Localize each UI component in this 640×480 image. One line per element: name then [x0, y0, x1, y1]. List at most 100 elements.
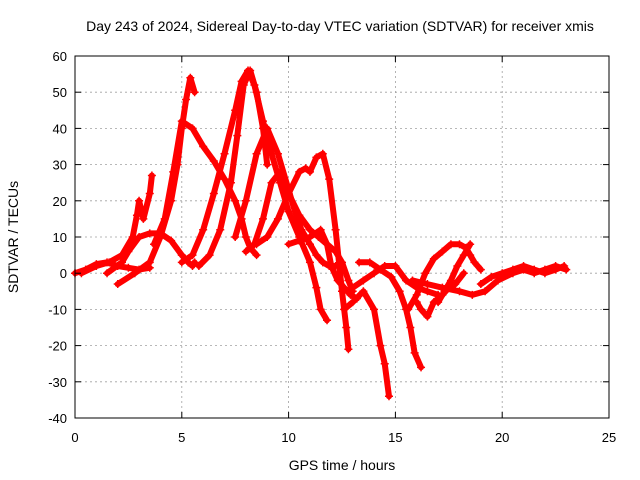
series-sat-track-6 — [177, 66, 332, 325]
data-point — [305, 258, 314, 267]
data-point — [92, 261, 101, 270]
data-point — [246, 66, 255, 75]
data-point — [417, 305, 426, 314]
data-point — [325, 175, 334, 184]
data-point — [145, 258, 154, 267]
data-point — [412, 290, 421, 299]
data-point — [312, 153, 321, 162]
data-point — [220, 149, 229, 158]
data-point — [231, 196, 240, 205]
data-point — [476, 280, 485, 289]
data-point — [276, 167, 285, 176]
data-point — [391, 261, 400, 270]
data-point — [453, 261, 462, 270]
data-point — [124, 247, 133, 256]
data-point — [190, 88, 199, 97]
data-point — [305, 167, 314, 176]
x-axis-label: GPS time / hours — [289, 457, 396, 473]
y-tick-label: -40 — [48, 411, 67, 426]
data-point — [135, 196, 144, 205]
y-tick-label: 20 — [53, 194, 67, 209]
data-point — [169, 167, 178, 176]
data-point — [434, 298, 443, 307]
data-point — [273, 149, 282, 158]
data-point — [560, 261, 569, 270]
data-point — [487, 272, 496, 281]
data-point — [498, 269, 507, 278]
data-point — [305, 225, 314, 234]
series-sat-track-7 — [194, 66, 272, 270]
data-point — [231, 233, 240, 241]
data-point — [117, 258, 126, 267]
data-point — [295, 211, 304, 220]
data-point — [459, 251, 468, 260]
data-point — [455, 240, 464, 249]
x-tick-label: 0 — [71, 430, 78, 445]
data-point — [186, 73, 195, 82]
data-point — [305, 233, 314, 241]
data-point — [395, 287, 404, 296]
data-point — [410, 348, 419, 357]
y-tick-label: -30 — [48, 375, 67, 390]
data-point — [239, 80, 248, 89]
data-point — [348, 283, 357, 292]
series-layer — [71, 66, 571, 401]
data-point — [258, 214, 267, 223]
data-point — [318, 258, 327, 267]
data-point — [312, 251, 321, 260]
data-point — [267, 178, 276, 187]
data-point — [190, 258, 199, 267]
x-axis-tick-labels: 0 5 10 15 20 25 — [71, 430, 616, 445]
data-point — [423, 280, 432, 289]
data-point — [423, 287, 432, 296]
data-point — [355, 258, 364, 267]
data-point — [273, 214, 282, 223]
data-point — [199, 142, 208, 151]
data-point — [177, 251, 186, 260]
series-line — [178, 67, 330, 324]
data-point — [380, 359, 389, 368]
data-point — [459, 269, 468, 278]
data-point — [182, 95, 191, 104]
data-point — [376, 265, 385, 274]
data-point — [284, 189, 293, 198]
data-point — [451, 280, 460, 289]
data-point — [519, 261, 528, 270]
y-tick-label: -10 — [48, 302, 67, 317]
series-sat-track-5 — [150, 117, 261, 260]
data-point — [305, 240, 314, 249]
data-point — [344, 276, 353, 285]
chart-title: Day 243 of 2024, Sidereal Day-to-day VTE… — [86, 18, 594, 34]
data-point — [370, 269, 379, 278]
x-tick-label: 25 — [602, 430, 616, 445]
data-point — [327, 261, 336, 270]
data-point — [252, 149, 261, 158]
data-point — [476, 265, 485, 274]
data-point — [446, 276, 455, 285]
data-point — [194, 261, 203, 270]
data-point — [252, 240, 261, 249]
data-point — [167, 236, 176, 245]
data-point — [216, 225, 225, 234]
y-tick-label: 0 — [60, 266, 67, 281]
data-point — [241, 233, 250, 241]
data-point — [220, 175, 229, 184]
y-tick-label: 10 — [53, 230, 67, 245]
data-point — [438, 283, 447, 292]
data-point — [132, 211, 141, 220]
x-tick-label: 15 — [388, 430, 402, 445]
data-point — [446, 240, 455, 249]
data-point — [318, 149, 327, 158]
data-point — [209, 189, 218, 198]
data-point — [301, 164, 310, 173]
data-point — [188, 124, 197, 133]
data-point — [252, 251, 261, 260]
data-point — [359, 287, 368, 296]
data-point — [481, 287, 490, 296]
data-point — [295, 236, 304, 245]
data-point — [130, 269, 139, 278]
y-tick-label: -20 — [48, 339, 67, 354]
tick-marks — [74, 55, 610, 419]
data-point — [417, 363, 426, 372]
